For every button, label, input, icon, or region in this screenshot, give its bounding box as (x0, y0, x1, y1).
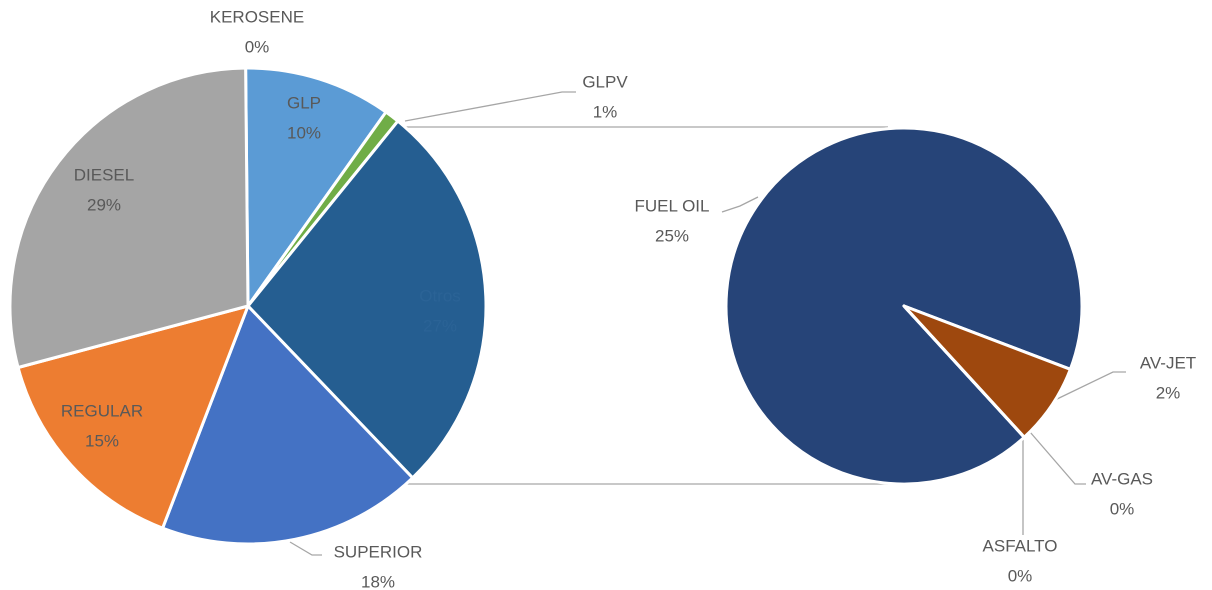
slice-label: Otros (419, 286, 461, 305)
slice-label: FUEL OIL (635, 196, 710, 215)
slice-label: DIESEL (74, 165, 134, 184)
slice-label: AV-GAS (1091, 469, 1153, 488)
leader-line (1054, 371, 1126, 401)
pie-slice (8, 66, 250, 369)
slice-label: GLP (287, 93, 321, 112)
slice-label: AV-JET (1140, 353, 1196, 372)
leader-lines (289, 91, 1126, 556)
leader-line (289, 541, 322, 556)
pie-slice (16, 304, 250, 530)
slice-label: KEROSENE (210, 7, 304, 26)
slice-value-label: 29% (87, 195, 121, 214)
slice-value-label: 25% (655, 226, 689, 245)
pie-slice (161, 304, 415, 546)
slice-value-label: 15% (85, 431, 119, 450)
slice-value-label: 1% (593, 102, 618, 121)
slice-label: REGULAR (61, 401, 143, 420)
slice-label: ASFALTO (983, 536, 1058, 555)
slice-value-label: 0% (1110, 499, 1135, 518)
slice-value-label: 10% (287, 123, 321, 142)
pie-slice (246, 119, 488, 480)
leader-line (721, 196, 759, 213)
slice-label: SUPERIOR (334, 542, 423, 561)
slice-value-label: 0% (1008, 566, 1033, 585)
slice-value-label: 27% (423, 316, 457, 335)
leader-line (1029, 431, 1086, 485)
pie-slice (244, 66, 388, 308)
slice-value-label: 18% (361, 572, 395, 590)
leader-line (404, 91, 576, 122)
slice-value-label: 0% (245, 37, 270, 56)
pie-slice (902, 304, 1026, 439)
slice-value-label: 2% (1156, 383, 1181, 402)
slice-label: GLPV (582, 72, 628, 91)
